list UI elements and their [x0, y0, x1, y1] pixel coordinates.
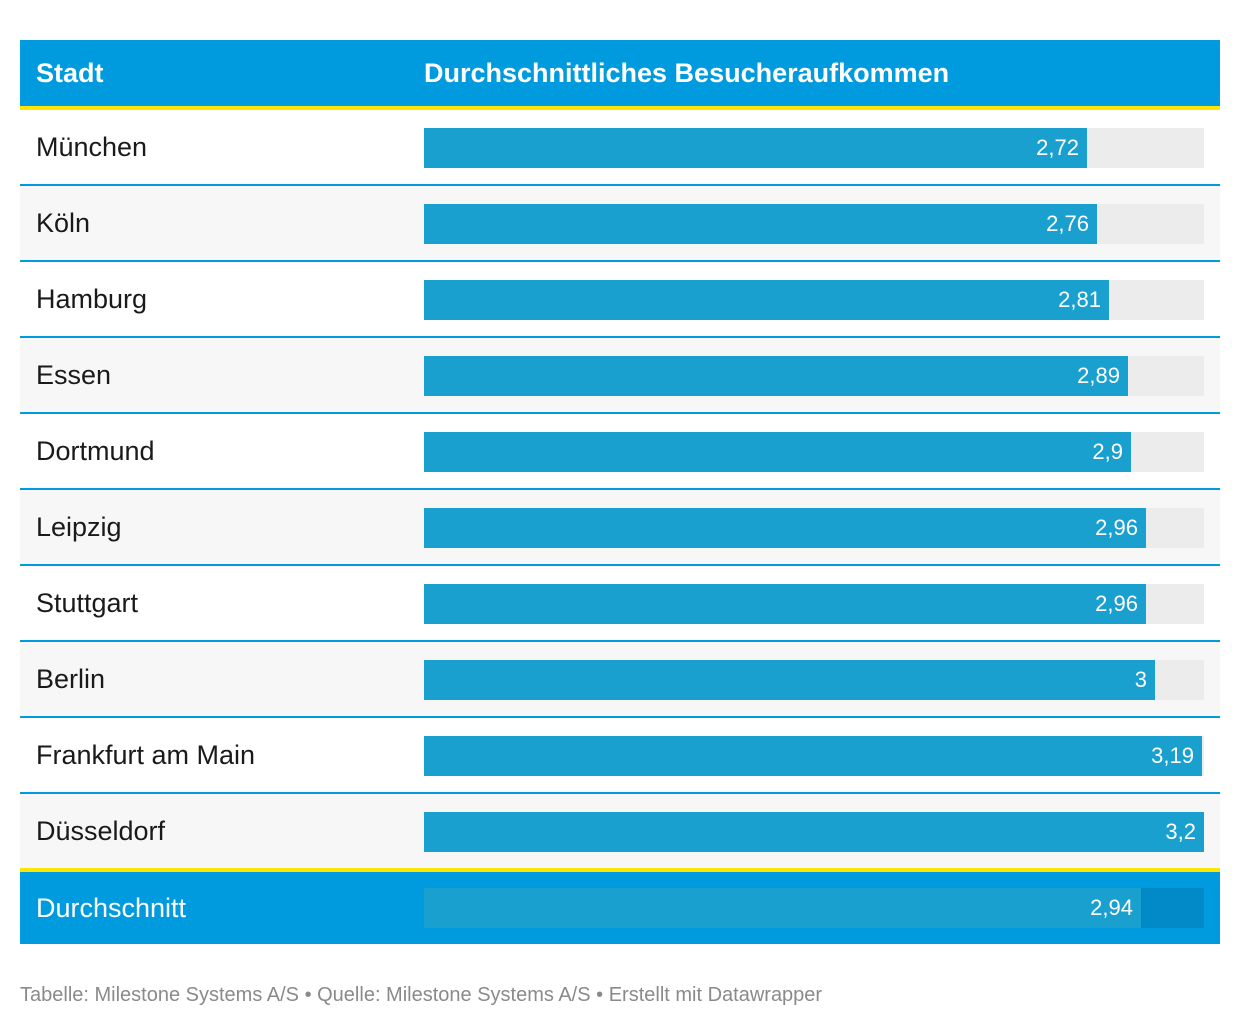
summary-bar	[424, 888, 1141, 928]
row-city-label: Dortmund	[36, 436, 155, 466]
bar-track: 2,76	[424, 204, 1204, 244]
row-city-label: Köln	[36, 208, 91, 238]
table-row: Dortmund 2,9	[20, 414, 1220, 490]
table-row: Frankfurt am Main 3,19	[20, 718, 1220, 794]
row-city-label: Hamburg	[36, 284, 148, 314]
bar-value-label: 2,96	[1095, 515, 1138, 540]
bar-track: 2,9	[424, 432, 1204, 472]
bar-track: 3,19	[424, 736, 1204, 776]
bar-mark	[424, 128, 1087, 168]
summary-row: Durchschnitt 2,94	[20, 868, 1220, 944]
bar-value-label: 2,81	[1058, 287, 1101, 312]
table-row: Köln 2,76	[20, 186, 1220, 262]
row-city-label: Stuttgart	[36, 588, 139, 618]
summary-bar-track: 2,94	[424, 888, 1204, 928]
row-city-label: Essen	[36, 360, 112, 390]
table-row: Stuttgart 2,96	[20, 566, 1220, 642]
bar-value-label: 2,72	[1036, 135, 1079, 160]
table-row: München 2,72	[20, 110, 1220, 186]
bar-mark	[424, 356, 1128, 396]
bar-value-label: 3	[1134, 667, 1147, 692]
bar-value-label: 2,9	[1092, 439, 1123, 464]
bar-track: 2,81	[424, 280, 1204, 320]
bar-value-label: 3,2	[1165, 819, 1196, 844]
bar-value-label: 2,89	[1077, 363, 1120, 388]
bar-track: 3	[424, 660, 1204, 700]
table-row: Berlin 3	[20, 642, 1220, 718]
bar-value-label: 2,76	[1046, 211, 1089, 236]
source-footer: Tabelle: Milestone Systems A/S • Quelle:…	[20, 984, 823, 1006]
row-city-label: München	[36, 132, 148, 162]
bar-mark	[424, 508, 1146, 548]
bar-mark	[424, 204, 1097, 244]
bar-track: 2,96	[424, 584, 1204, 624]
row-city-label: Frankfurt am Main	[36, 740, 256, 770]
bar-mark	[424, 812, 1204, 852]
summary-label: Durchschnitt	[36, 893, 187, 923]
bar-mark	[424, 584, 1146, 624]
bar-track: 2,89	[424, 356, 1204, 396]
summary-value-label: 2,94	[1090, 895, 1133, 920]
bar-value-label: 3,19	[1151, 743, 1194, 768]
table-body: München 2,72 Köln 2,76 Hamburg 2,81 Essen 2,89 D…	[20, 110, 1220, 868]
table-row: Essen 2,89	[20, 338, 1220, 414]
column-header-value: Durchschnittliches Besucheraufkommen	[424, 58, 950, 88]
table-row: Leipzig 2,96	[20, 490, 1220, 566]
table-row: Hamburg 2,81	[20, 262, 1220, 338]
bar-track: 2,96	[424, 508, 1204, 548]
row-city-label: Düsseldorf	[36, 816, 166, 846]
bar-mark	[424, 736, 1202, 776]
bar-mark	[424, 432, 1131, 472]
bar-track: 2,72	[424, 128, 1204, 168]
table-header: Stadt Durchschnittliches Besucheraufkomm…	[20, 40, 1220, 110]
table-row: Düsseldorf 3,2	[20, 794, 1220, 868]
row-city-label: Leipzig	[36, 512, 122, 542]
bar-mark	[424, 660, 1155, 700]
bar-value-label: 2,96	[1095, 591, 1138, 616]
column-header-city: Stadt	[36, 58, 104, 88]
bar-track: 3,2	[424, 812, 1204, 852]
bar-mark	[424, 280, 1109, 320]
row-city-label: Berlin	[36, 664, 106, 694]
data-table: Stadt Durchschnittliches Besucheraufkomm…	[20, 40, 1220, 944]
